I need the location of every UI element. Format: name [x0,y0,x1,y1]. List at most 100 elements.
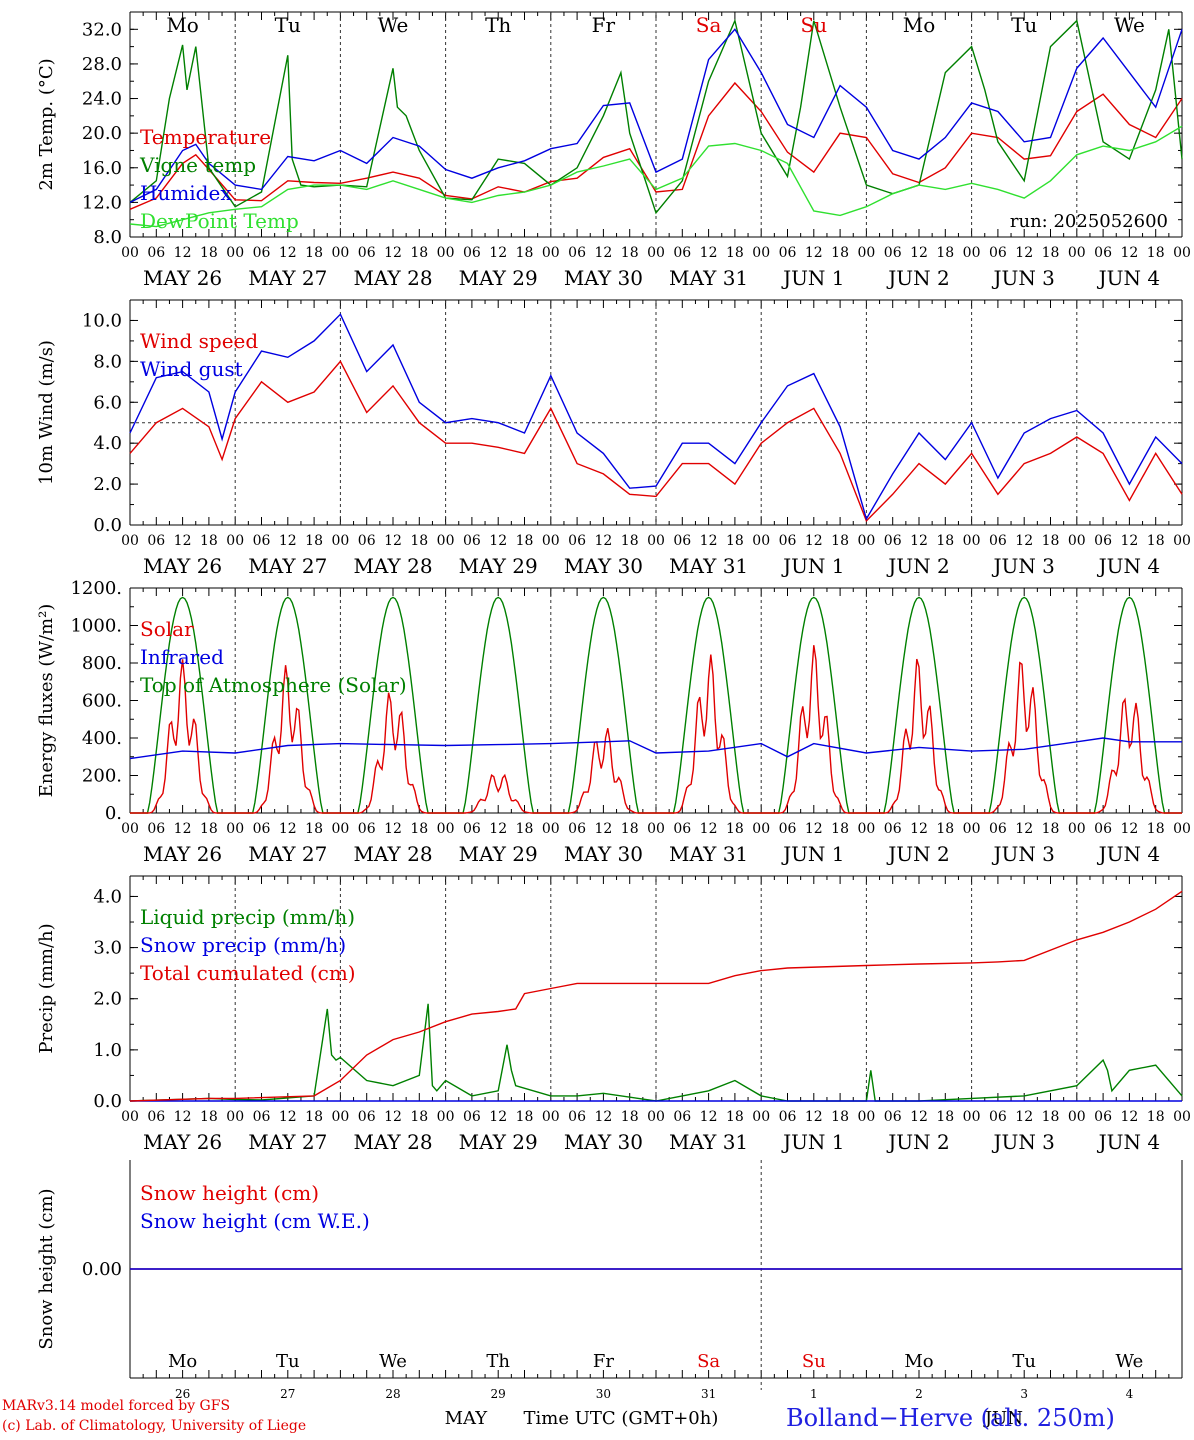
y-axis-label: Precip (mm/h) [36,923,57,1053]
x-hour-label: 00 [1068,533,1086,549]
x-hour-label: 00 [1068,1109,1086,1125]
x-hour-label: 12 [1015,245,1033,261]
x-hour-label: 12 [1120,1109,1138,1125]
y-axis-label: 2m Temp. (°C) [36,58,57,190]
x-hour-label: 06 [779,245,797,261]
x-hour-label: 12 [279,1109,297,1125]
x-hour-label: 06 [463,245,481,261]
x-hour-label: 18 [1042,533,1060,549]
weekday-label: Tu [276,1351,300,1372]
x-hour-label: 06 [989,245,1007,261]
x-date-label: MAY 31 [669,842,748,866]
x-hour-label: 00 [647,245,665,261]
x-date-label: JUN 2 [886,554,949,578]
x-hour-label: 12 [1120,821,1138,837]
location-title: Bolland−Herve (alt. 250m) [786,1404,1115,1432]
x-hour-label: 00 [331,1109,349,1125]
x-hour-label: 12 [805,533,823,549]
x-hour-label: 06 [463,1109,481,1125]
x-hour-label: 12 [1120,533,1138,549]
x-hour-label: 06 [989,821,1007,837]
x-hour-label: 12 [174,533,192,549]
x-hour-label: 00 [226,821,244,837]
x-date-label: JUN 3 [991,842,1054,866]
x-hour-label: 06 [253,1109,271,1125]
y-tick-label: 24.0 [82,89,122,110]
x-hour-label: 00 [437,1109,455,1125]
weekday-label: Fr [593,1351,614,1372]
y-tick-label: 3.0 [93,938,122,959]
series-wind-speed [129,360,1183,523]
x-date-label: MAY 31 [669,1130,748,1154]
x-hour-label: 00 [542,1109,560,1125]
x-hour-label: 12 [174,821,192,837]
panel-snow: 0.00 Snow height (cm) Snow height (cm) Snow… [36,1160,1183,1390]
weekday-label: Sa [696,13,722,37]
x-hour-label: 18 [936,1109,954,1125]
y-tick-label: 2.0 [93,474,122,495]
x-hour-label: 12 [384,245,402,261]
x-hour-label: 00 [857,533,875,549]
y-tick-label: 16.0 [82,158,122,179]
x-hour-label: 18 [621,245,639,261]
x-hour-label: 06 [463,821,481,837]
x-date-label: JUN 1 [781,554,844,578]
y-tick-label: 0. [105,803,122,824]
x-axis-title: Time UTC (GMT+0h) [523,1408,718,1429]
x-hour-label: 06 [568,533,586,549]
x-hour-label: 12 [174,1109,192,1125]
x-date-label: MAY 28 [353,554,432,578]
x-hour-label: 18 [1147,1109,1165,1125]
x-hour-label: 00 [121,1109,139,1125]
x-date-label: MAY 29 [459,1130,538,1154]
x-hour-label: 18 [831,533,849,549]
x-hour-label: 18 [726,1109,744,1125]
series-wind-gust [129,313,1183,521]
weekday-label: Sa [697,1351,720,1372]
x-hour-label: 18 [621,821,639,837]
x-hour-label: 00 [752,1109,770,1125]
day-number-label: 30 [596,1387,611,1401]
x-hour-label: 00 [121,245,139,261]
x-hour-label: 00 [1068,821,1086,837]
x-hour-label: 06 [779,533,797,549]
x-hour-label: 06 [568,245,586,261]
x-hour-label: 18 [410,245,428,261]
legend-entry: Humidex [140,181,232,205]
x-hour-label: 06 [253,245,271,261]
day-number-label: 29 [491,1387,506,1401]
x-hour-label: 12 [805,821,823,837]
x-hour-label: 18 [936,821,954,837]
x-hour-label: 18 [516,1109,534,1125]
x-hour-label: 06 [673,1109,691,1125]
month-label-jun: JUN [983,1408,1023,1429]
x-hour-label: 06 [1094,533,1112,549]
model-credit: MARv3.14 model forced by GFS [2,1398,231,1414]
x-hour-label: 00 [647,533,665,549]
x-hour-label: 18 [726,821,744,837]
day-number-label: 2 [915,1387,923,1401]
x-date-label: MAY 29 [459,842,538,866]
x-hour-label: 06 [779,1109,797,1125]
x-hour-label: 12 [910,821,928,837]
x-hour-label: 18 [1042,245,1060,261]
x-date-label: MAY 31 [669,266,748,290]
x-hour-label: 06 [1094,1109,1112,1125]
x-hour-label: 18 [410,1109,428,1125]
y-tick-label: 1.0 [93,1040,122,1061]
y-axis-label: 10m Wind (m/s) [36,340,57,485]
x-date-label: MAY 27 [248,1130,327,1154]
x-hour-label: 06 [253,533,271,549]
x-hour-label: 12 [489,821,507,837]
y-tick-label: 800. [82,653,122,674]
x-hour-label: 18 [1042,821,1060,837]
weekday-label: Tu [275,13,301,37]
day-number-label: 4 [1126,1387,1134,1401]
x-hour-label: 00 [1173,1109,1191,1125]
x-hour-label: 00 [752,533,770,549]
x-hour-label: 06 [568,1109,586,1125]
x-hour-label: 12 [384,821,402,837]
x-date-label: MAY 30 [564,554,643,578]
x-date-label: MAY 26 [143,266,222,290]
x-date-label: MAY 30 [564,266,643,290]
